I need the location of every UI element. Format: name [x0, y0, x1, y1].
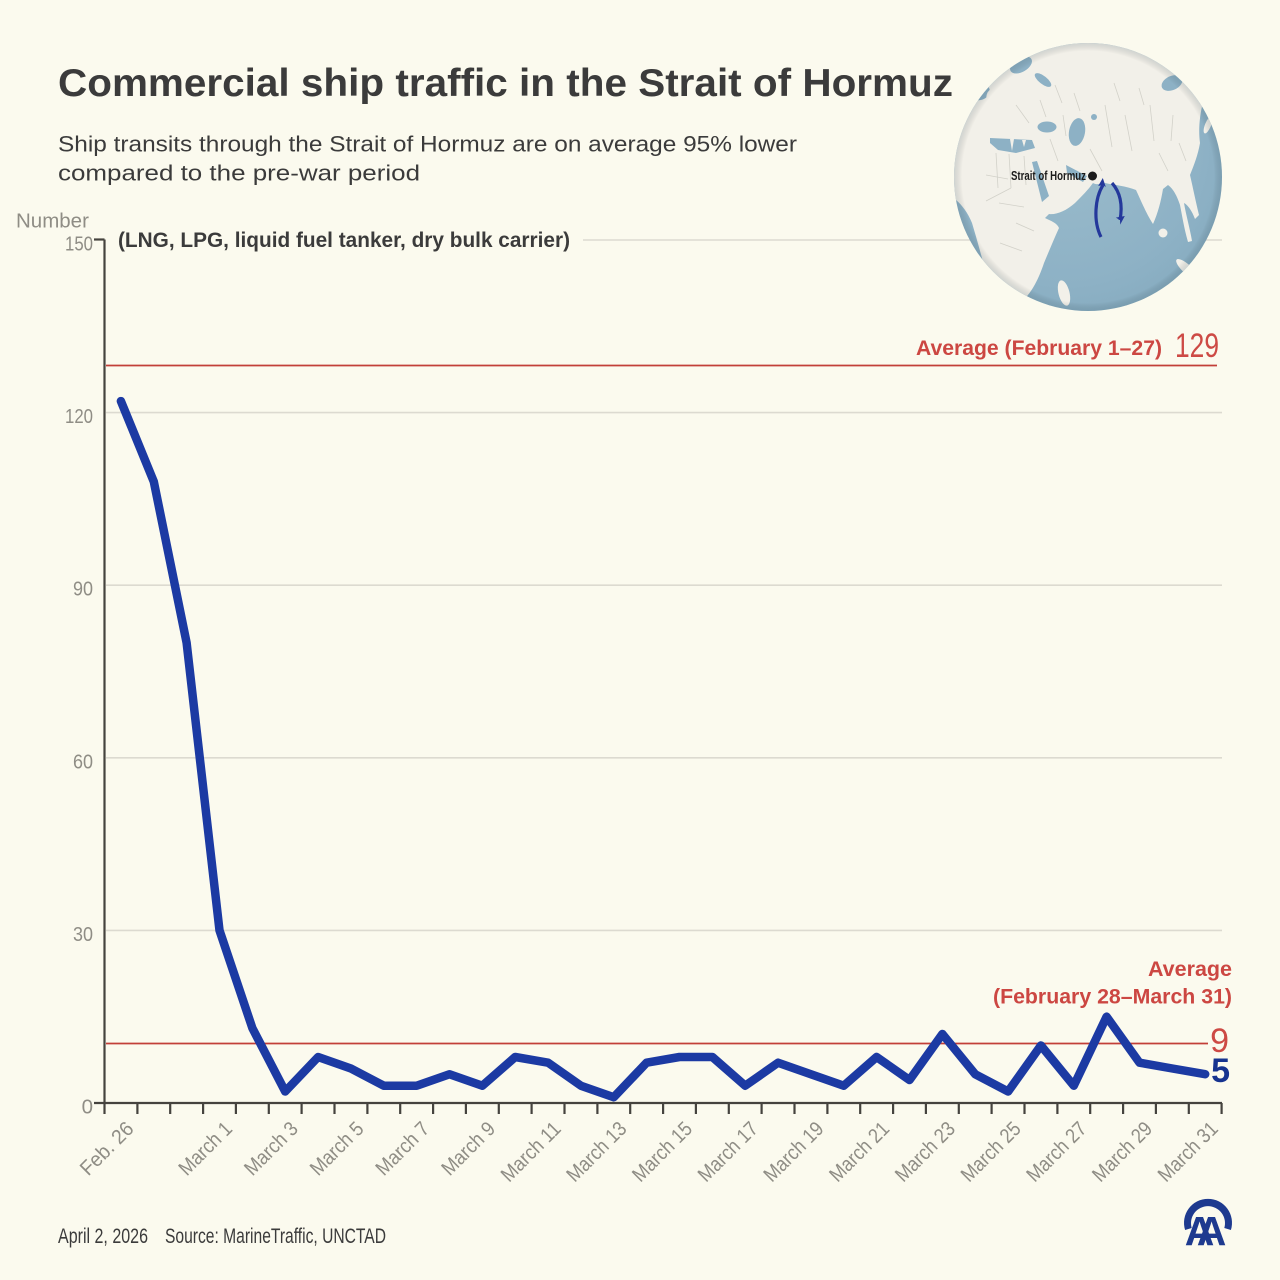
svg-text:5: 5 — [1211, 1052, 1230, 1090]
svg-text:0: 0 — [82, 1096, 93, 1119]
svg-text:30: 30 — [73, 923, 93, 946]
svg-text:Source: MarineTraffic, UNCTAD: Source: MarineTraffic, UNCTAD — [165, 1225, 386, 1248]
svg-text:compared to the pre-war period: compared to the pre-war period — [58, 161, 420, 186]
svg-text:Strait of Hormuz: Strait of Hormuz — [1011, 169, 1086, 183]
svg-text:129: 129 — [1175, 327, 1219, 365]
svg-text:60: 60 — [73, 750, 93, 773]
svg-text:120: 120 — [65, 405, 93, 428]
svg-text:Number: Number — [16, 210, 89, 233]
svg-text:90: 90 — [73, 578, 93, 601]
svg-text:Commercial ship traffic in the: Commercial ship traffic in the Strait of… — [58, 62, 953, 105]
svg-text:Average: Average — [1148, 957, 1232, 981]
svg-text:A: A — [1197, 1208, 1227, 1254]
svg-text:April 2, 2026: April 2, 2026 — [58, 1225, 148, 1248]
svg-text:Average (February 1–27): Average (February 1–27) — [916, 336, 1162, 360]
svg-text:Ship transits through the Stra: Ship transits through the Strait of Horm… — [58, 132, 797, 157]
svg-text:9: 9 — [1210, 1022, 1229, 1060]
svg-text:(February 28–March 31): (February 28–March 31) — [993, 985, 1232, 1009]
svg-text:150: 150 — [65, 233, 93, 256]
svg-text:(LNG, LPG, liquid fuel tanker,: (LNG, LPG, liquid fuel tanker, dry bulk … — [118, 228, 570, 252]
